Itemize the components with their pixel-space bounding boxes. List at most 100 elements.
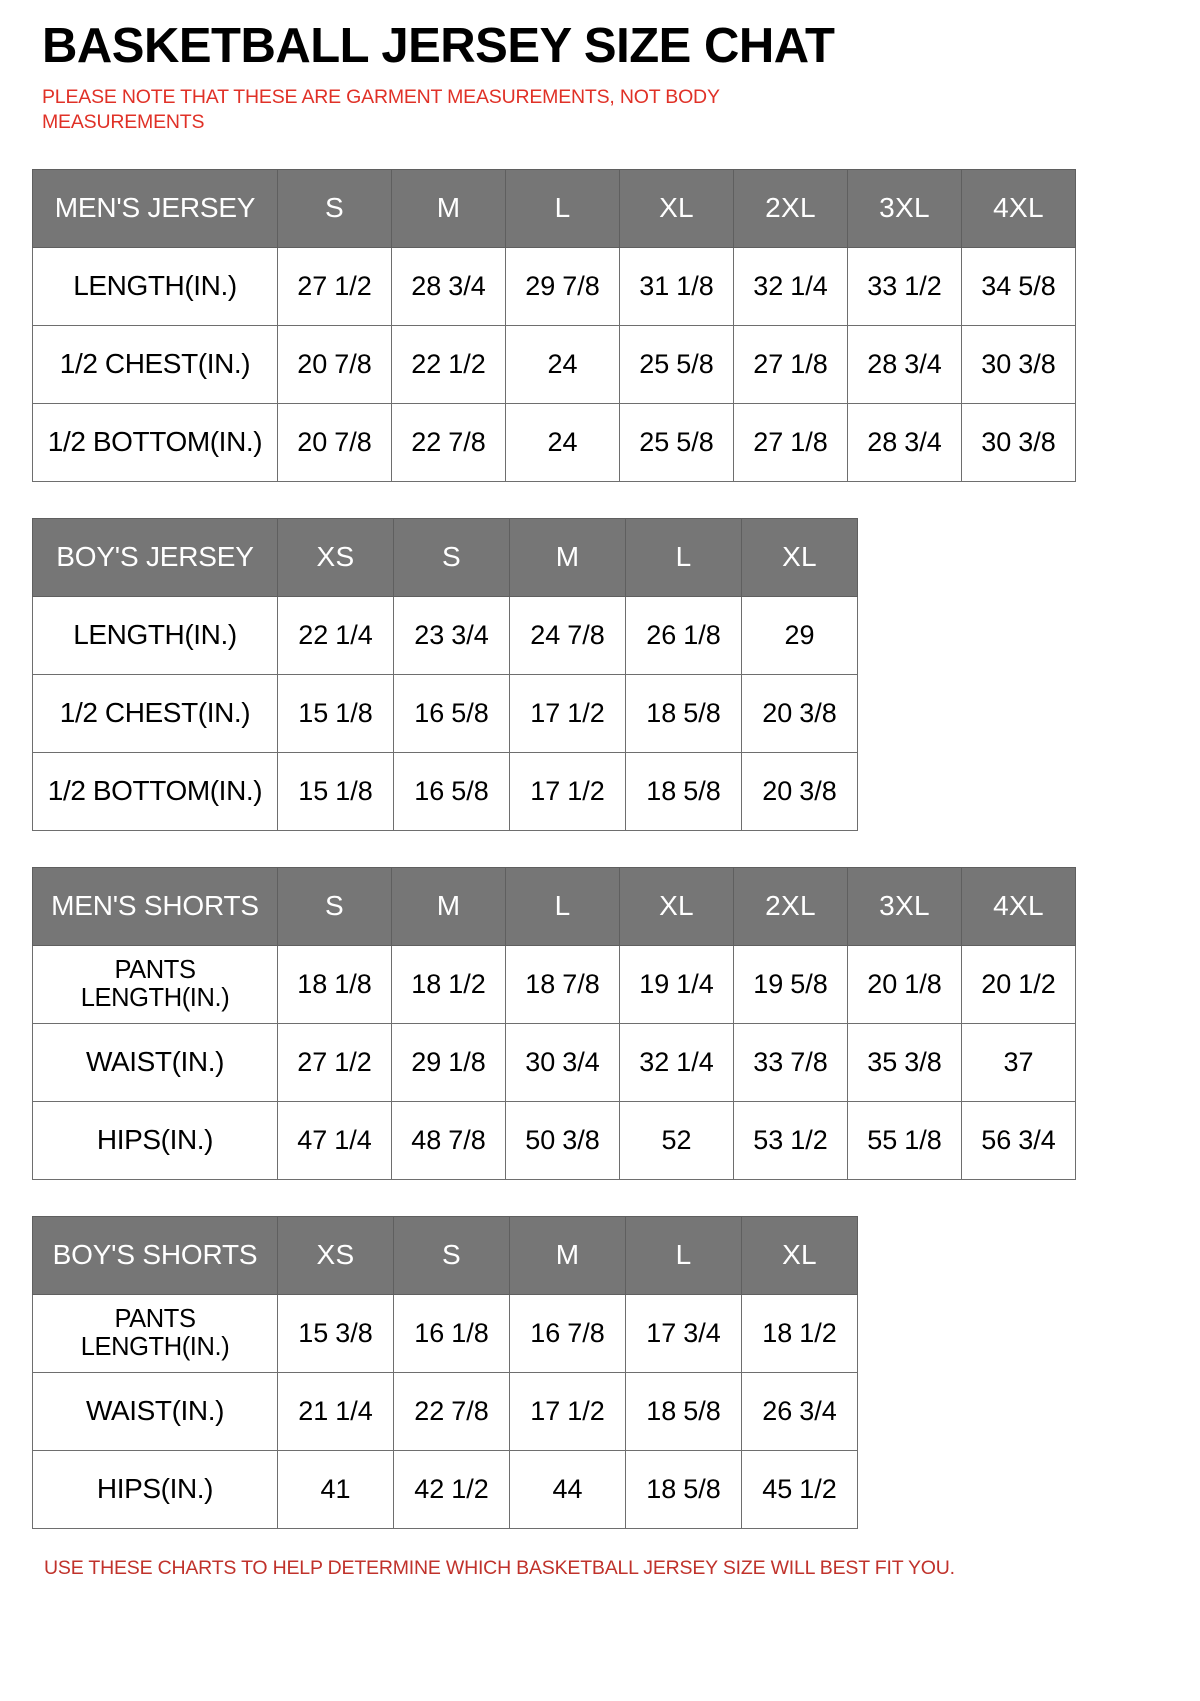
measurement-cell: 18 5/8: [625, 1371, 742, 1451]
spacer: [30, 135, 1170, 169]
column-header: L: [505, 866, 620, 946]
row-label: HIPS(IN.): [32, 1449, 278, 1529]
column-header: S: [393, 1215, 510, 1295]
column-header: XS: [277, 517, 394, 597]
table-row: HIPS(IN.) 47 1/4 48 7/8 50 3/8 52 53 1/2 55 1…: [32, 1100, 1076, 1180]
table-corner-label: BOY'S JERSEY: [32, 517, 278, 597]
column-header: 2XL: [733, 168, 848, 248]
table-header-row: BOY'S JERSEY XS S M L XL: [32, 517, 858, 597]
measurement-cell: 18 5/8: [625, 673, 742, 753]
column-header: 2XL: [733, 866, 848, 946]
column-header: M: [391, 168, 506, 248]
table-row: 1/2 CHEST(IN.) 15 1/8 16 5/8 17 1/2 18 5/8 2…: [32, 673, 858, 753]
measurement-cell: 20 3/8: [741, 673, 858, 753]
measurement-cell: 26 3/4: [741, 1371, 858, 1451]
table-corner-label: BOY'S SHORTS: [32, 1215, 278, 1295]
measurement-cell: 56 3/4: [961, 1100, 1076, 1180]
table-boys-jersey: BOY'S JERSEY XS S M L XL LENGTH(IN.) 22 1…: [32, 517, 858, 831]
table-boys-shorts: BOY'S SHORTS XS S M L XL PANTS LENGTH(IN.…: [32, 1215, 858, 1529]
measurement-cell: 24: [505, 402, 620, 482]
column-header: L: [625, 1215, 742, 1295]
table-row: HIPS(IN.) 41 42 1/2 44 18 5/8 45 1/2: [32, 1449, 858, 1529]
measurement-cell: 22 7/8: [391, 402, 506, 482]
column-header: 3XL: [847, 866, 962, 946]
size-chart-page: BASKETBALL JERSEY SIZE CHAT PLEASE NOTE …: [0, 22, 1200, 1701]
spacer: [30, 831, 1170, 867]
measurement-cell: 35 3/8: [847, 1022, 962, 1102]
measurement-cell: 42 1/2: [393, 1449, 510, 1529]
measurement-cell: 41: [277, 1449, 394, 1529]
row-label: PANTS LENGTH(IN.): [32, 1293, 278, 1373]
row-label: LENGTH(IN.): [32, 246, 278, 326]
measurement-cell: 28 3/4: [847, 324, 962, 404]
row-label: 1/2 CHEST(IN.): [32, 673, 278, 753]
measurement-cell: 18 5/8: [625, 1449, 742, 1529]
row-label: PANTS LENGTH(IN.): [32, 944, 278, 1024]
column-header: 4XL: [961, 168, 1076, 248]
table-wrap-boys-shorts: BOY'S SHORTS XS S M L XL PANTS LENGTH(IN.…: [32, 1215, 1170, 1529]
measurement-cell: 20 7/8: [277, 324, 392, 404]
measurement-cell: 30 3/4: [505, 1022, 620, 1102]
page-title: BASKETBALL JERSEY SIZE CHAT: [42, 19, 835, 73]
measurement-cell: 20 7/8: [277, 402, 392, 482]
table-wrap-mens-shorts: MEN'S SHORTS S M L XL 2XL 3XL 4XL PANTS L…: [32, 866, 1170, 1180]
measurement-cell: 19 1/4: [619, 944, 734, 1024]
measurement-cell: 22 7/8: [393, 1371, 510, 1451]
measurement-cell: 32 1/4: [733, 246, 848, 326]
measurement-cell: 22 1/4: [277, 595, 394, 675]
table-wrap-boys-jersey: BOY'S JERSEY XS S M L XL LENGTH(IN.) 22 1…: [32, 517, 1170, 831]
measurement-cell: 15 1/8: [277, 751, 394, 831]
measurement-cell: 34 5/8: [961, 246, 1076, 326]
measurement-cell: 15 3/8: [277, 1293, 394, 1373]
measurement-cell: 27 1/2: [277, 1022, 392, 1102]
measurement-cell: 21 1/4: [277, 1371, 394, 1451]
measurement-cell: 19 5/8: [733, 944, 848, 1024]
column-header: S: [277, 866, 392, 946]
measurement-cell: 28 3/4: [847, 402, 962, 482]
column-header: S: [277, 168, 392, 248]
row-label: 1/2 BOTTOM(IN.): [32, 751, 278, 831]
measurement-cell: 30 3/8: [961, 324, 1076, 404]
measurement-cell: 22 1/2: [391, 324, 506, 404]
column-header: XS: [277, 1215, 394, 1295]
measurement-note: PLEASE NOTE THAT THESE ARE GARMENT MEASU…: [42, 86, 720, 133]
measurement-cell: 28 3/4: [391, 246, 506, 326]
spacer: [30, 1180, 1170, 1216]
row-label: WAIST(IN.): [32, 1022, 278, 1102]
row-label: LENGTH(IN.): [32, 595, 278, 675]
table-row: LENGTH(IN.) 22 1/4 23 3/4 24 7/8 26 1/8 29: [32, 595, 858, 675]
measurement-cell: 20 3/8: [741, 751, 858, 831]
table-row: LENGTH(IN.) 27 1/2 28 3/4 29 7/8 31 1/8 32 1/…: [32, 246, 1076, 326]
measurement-cell: 33 1/2: [847, 246, 962, 326]
measurement-cell: 47 1/4: [277, 1100, 392, 1180]
column-header: L: [505, 168, 620, 248]
table-header-row: MEN'S JERSEY S M L XL 2XL 3XL 4XL: [32, 168, 1076, 248]
table-row: PANTS LENGTH(IN.) 15 3/8 16 1/8 16 7/8 17 3/4…: [32, 1293, 858, 1373]
measurement-cell: 33 7/8: [733, 1022, 848, 1102]
table-row: 1/2 CHEST(IN.) 20 7/8 22 1/2 24 25 5/8 27 1/…: [32, 324, 1076, 404]
row-label: WAIST(IN.): [32, 1371, 278, 1451]
measurement-cell: 16 7/8: [509, 1293, 626, 1373]
measurement-cell: 20 1/8: [847, 944, 962, 1024]
column-header: M: [509, 1215, 626, 1295]
measurement-cell: 30 3/8: [961, 402, 1076, 482]
table-row: 1/2 BOTTOM(IN.) 20 7/8 22 7/8 24 25 5/8 27 1…: [32, 402, 1076, 482]
measurement-cell: 45 1/2: [741, 1449, 858, 1529]
measurement-cell: 31 1/8: [619, 246, 734, 326]
measurement-cell: 24: [505, 324, 620, 404]
measurement-cell: 18 7/8: [505, 944, 620, 1024]
table-header-row: BOY'S SHORTS XS S M L XL: [32, 1215, 858, 1295]
measurement-cell: 20 1/2: [961, 944, 1076, 1024]
table-header-row: MEN'S SHORTS S M L XL 2XL 3XL 4XL: [32, 866, 1076, 946]
row-label: 1/2 CHEST(IN.): [32, 324, 278, 404]
column-header: M: [509, 517, 626, 597]
measurement-cell: 29: [741, 595, 858, 675]
measurement-cell: 44: [509, 1449, 626, 1529]
spacer: [30, 482, 1170, 518]
measurement-cell: 37: [961, 1022, 1076, 1102]
measurement-cell: 25 5/8: [619, 324, 734, 404]
measurement-cell: 48 7/8: [391, 1100, 506, 1180]
column-header: S: [393, 517, 510, 597]
measurement-cell: 18 1/2: [741, 1293, 858, 1373]
column-header: 3XL: [847, 168, 962, 248]
